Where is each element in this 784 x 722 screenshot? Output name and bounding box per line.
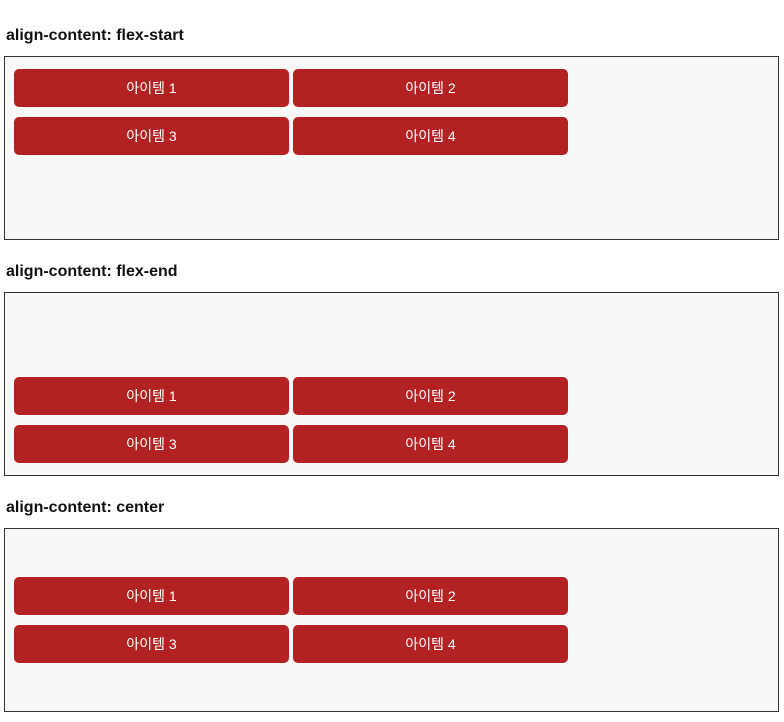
flex-item: 아이템 4 [293,425,568,463]
flex-item: 아이템 4 [293,625,568,663]
section-heading: align-content: flex-start [6,27,184,44]
flex-item: 아이템 4 [293,117,568,155]
flex-item: 아이템 3 [14,425,289,463]
flex-container-flex-end: 아이템 1 아이템 2 아이템 3 아이템 4 [4,292,779,476]
flex-item: 아이템 3 [14,625,289,663]
demo-section-flex-start: align-content: flex-start 아이템 1 아이템 2 아이… [4,26,779,240]
section-heading: align-content: flex-end [6,263,178,280]
flex-item: 아이템 1 [14,377,289,415]
flex-item: 아이템 2 [293,69,568,107]
flex-item: 아이템 1 [14,577,289,615]
flex-item: 아이템 3 [14,117,289,155]
flex-container-flex-start: 아이템 1 아이템 2 아이템 3 아이템 4 [4,56,779,240]
demo-section-center: align-content: center 아이템 1 아이템 2 아이템 3 … [4,498,779,712]
flex-container-center: 아이템 1 아이템 2 아이템 3 아이템 4 [4,528,779,712]
flex-item: 아이템 1 [14,69,289,107]
flex-item: 아이템 2 [293,377,568,415]
flex-item: 아이템 2 [293,577,568,615]
section-heading: align-content: center [6,499,165,516]
demo-section-flex-end: align-content: flex-end 아이템 1 아이템 2 아이템 … [4,262,779,476]
